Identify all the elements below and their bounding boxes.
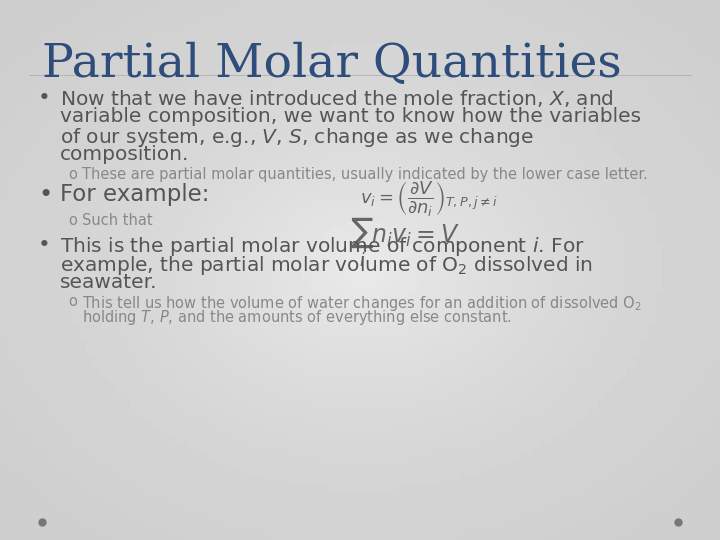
Text: •: • bbox=[38, 235, 50, 255]
Text: For example:: For example: bbox=[60, 183, 210, 206]
Text: holding $T$, $P$, and the amounts of everything else constant.: holding $T$, $P$, and the amounts of eve… bbox=[82, 308, 512, 327]
Text: seawater.: seawater. bbox=[60, 273, 158, 292]
Text: Such that: Such that bbox=[82, 213, 153, 228]
Text: o: o bbox=[68, 167, 77, 182]
Text: Now that we have introduced the mole fraction, $X$, and: Now that we have introduced the mole fra… bbox=[60, 88, 614, 109]
Text: This tell us how the volume of water changes for an addition of dissolved O$_2$: This tell us how the volume of water cha… bbox=[82, 294, 642, 313]
Text: These are partial molar quantities, usually indicated by the lower case letter.: These are partial molar quantities, usua… bbox=[82, 167, 648, 182]
Text: •: • bbox=[38, 183, 53, 207]
Text: $\sum_i n_i v_i = V$: $\sum_i n_i v_i = V$ bbox=[350, 215, 459, 269]
Text: o: o bbox=[68, 213, 77, 228]
Text: This is the partial molar volume of component $i$. For: This is the partial molar volume of comp… bbox=[60, 235, 585, 258]
Text: •: • bbox=[38, 88, 50, 108]
Text: $v_i = \left(\dfrac{\partial V}{\partial n_i}\right)_{T,P,j\neq i}$: $v_i = \left(\dfrac{\partial V}{\partial… bbox=[360, 179, 498, 218]
Text: example, the partial molar volume of O$_2$ dissolved in: example, the partial molar volume of O$_… bbox=[60, 254, 593, 277]
Text: of our system, e.g., $V$, $S$, change as we change: of our system, e.g., $V$, $S$, change as… bbox=[60, 126, 534, 149]
Text: variable composition, we want to know how the variables: variable composition, we want to know ho… bbox=[60, 107, 641, 126]
Text: Partial Molar Quantities: Partial Molar Quantities bbox=[42, 42, 621, 87]
Text: o: o bbox=[68, 294, 77, 309]
Text: composition.: composition. bbox=[60, 145, 189, 164]
